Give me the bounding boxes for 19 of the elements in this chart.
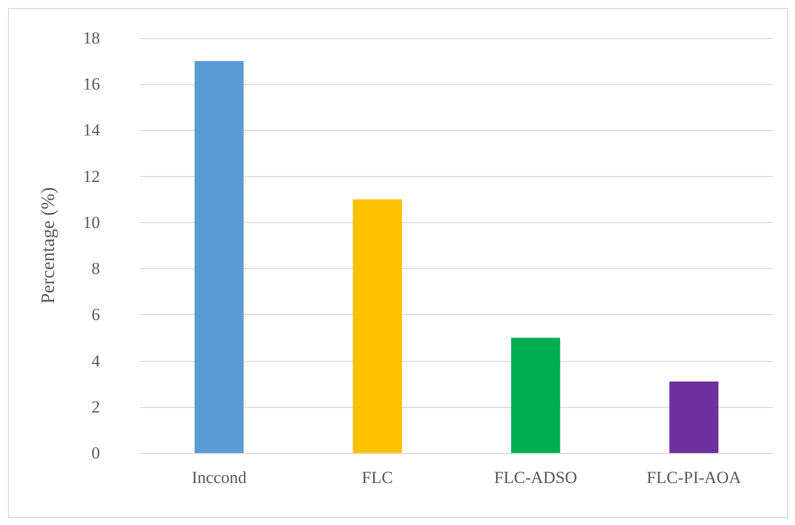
y-tick-label: 10 (83, 212, 100, 232)
bar (669, 382, 718, 453)
y-tick-label: 2 (92, 397, 100, 416)
y-tick-label: 18 (83, 28, 100, 48)
y-tick-label: 12 (83, 166, 100, 186)
bar (511, 338, 560, 453)
x-tick-label: FLC-PI-AOA (646, 468, 742, 487)
y-tick-label: 6 (92, 305, 100, 324)
x-tick-label: FLC-ADSO (494, 468, 578, 487)
y-tick-label: 0 (92, 444, 100, 462)
x-tick-label: Inccond (192, 468, 247, 487)
y-tick-label: 8 (92, 259, 100, 278)
bar (194, 61, 244, 453)
bar (352, 199, 402, 453)
y-tick-label: 14 (83, 120, 100, 140)
y-tick-label: 16 (83, 74, 100, 94)
y-tick-label: 4 (92, 351, 100, 370)
y-axis-title: Percentage (%) (38, 187, 59, 304)
x-tick-label: FLC (362, 468, 393, 487)
